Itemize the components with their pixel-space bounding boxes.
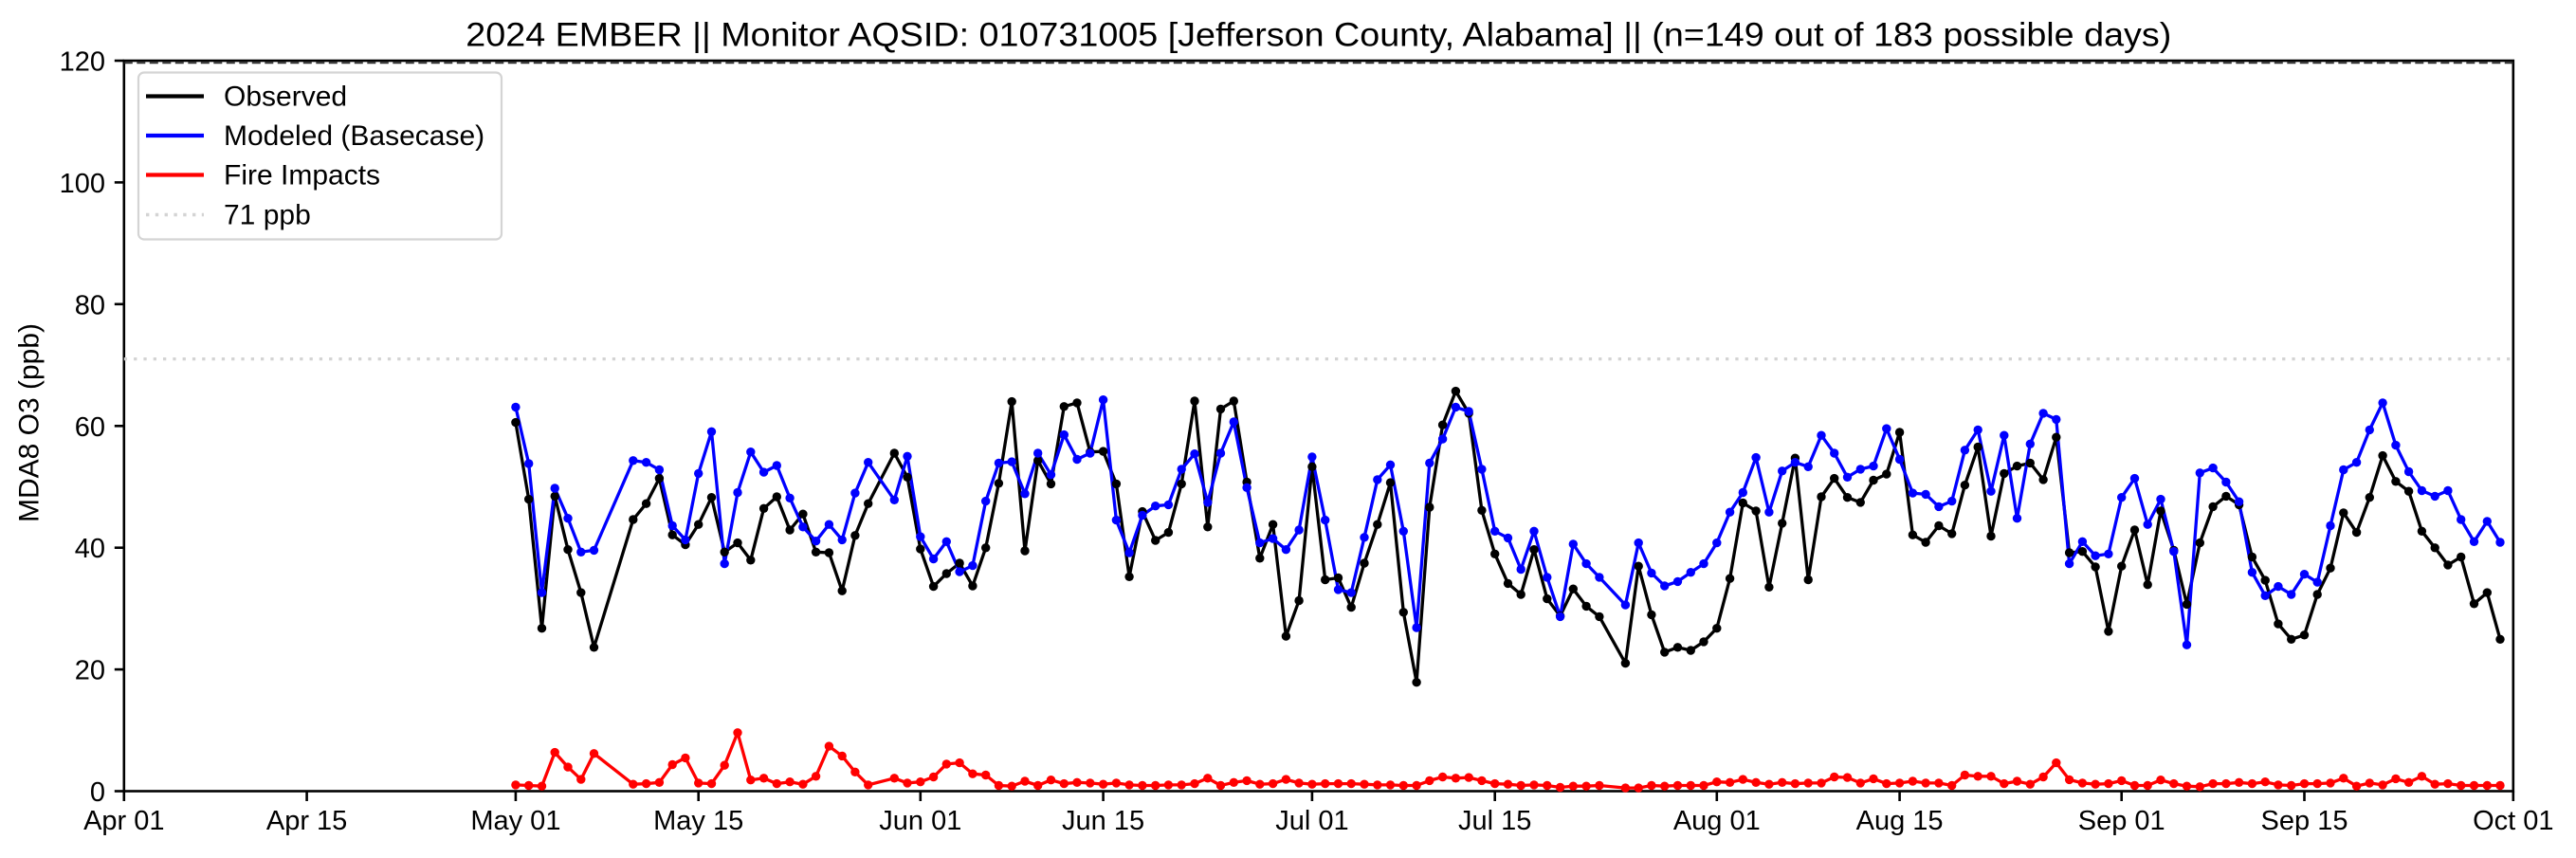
svg-text:Sep 01: Sep 01 (2078, 806, 2165, 836)
svg-text:Apr 15: Apr 15 (266, 806, 347, 836)
svg-text:20: 20 (75, 656, 105, 686)
svg-text:Jul 01: Jul 01 (1275, 806, 1348, 836)
svg-text:Observed: Observed (224, 82, 347, 113)
svg-text:120: 120 (60, 47, 105, 78)
svg-text:Sep 15: Sep 15 (2261, 806, 2348, 836)
svg-text:Jun 15: Jun 15 (1062, 806, 1144, 836)
svg-text:Fire Impacts: Fire Impacts (224, 160, 380, 192)
svg-text:Oct 01: Oct 01 (2473, 806, 2553, 836)
svg-text:60: 60 (75, 412, 105, 443)
svg-text:Jun 01: Jun 01 (879, 806, 961, 836)
svg-text:Aug 15: Aug 15 (1856, 806, 1944, 836)
svg-text:May 01: May 01 (470, 806, 560, 836)
svg-text:2024 EMBER || Monitor AQSID: 0: 2024 EMBER || Monitor AQSID: 010731005 [… (466, 16, 2171, 54)
svg-text:MDA8 O3 (ppb): MDA8 O3 (ppb) (14, 323, 46, 522)
svg-text:May 15: May 15 (653, 806, 743, 836)
svg-text:Apr 01: Apr 01 (83, 806, 164, 836)
svg-text:Aug 01: Aug 01 (1673, 806, 1761, 836)
svg-text:Modeled (Basecase): Modeled (Basecase) (224, 120, 484, 152)
svg-text:71 ppb: 71 ppb (224, 200, 311, 231)
svg-text:100: 100 (60, 169, 105, 199)
svg-text:0: 0 (90, 777, 105, 808)
svg-text:80: 80 (75, 290, 105, 320)
svg-text:40: 40 (75, 534, 105, 564)
svg-text:Jul 15: Jul 15 (1458, 806, 1531, 836)
